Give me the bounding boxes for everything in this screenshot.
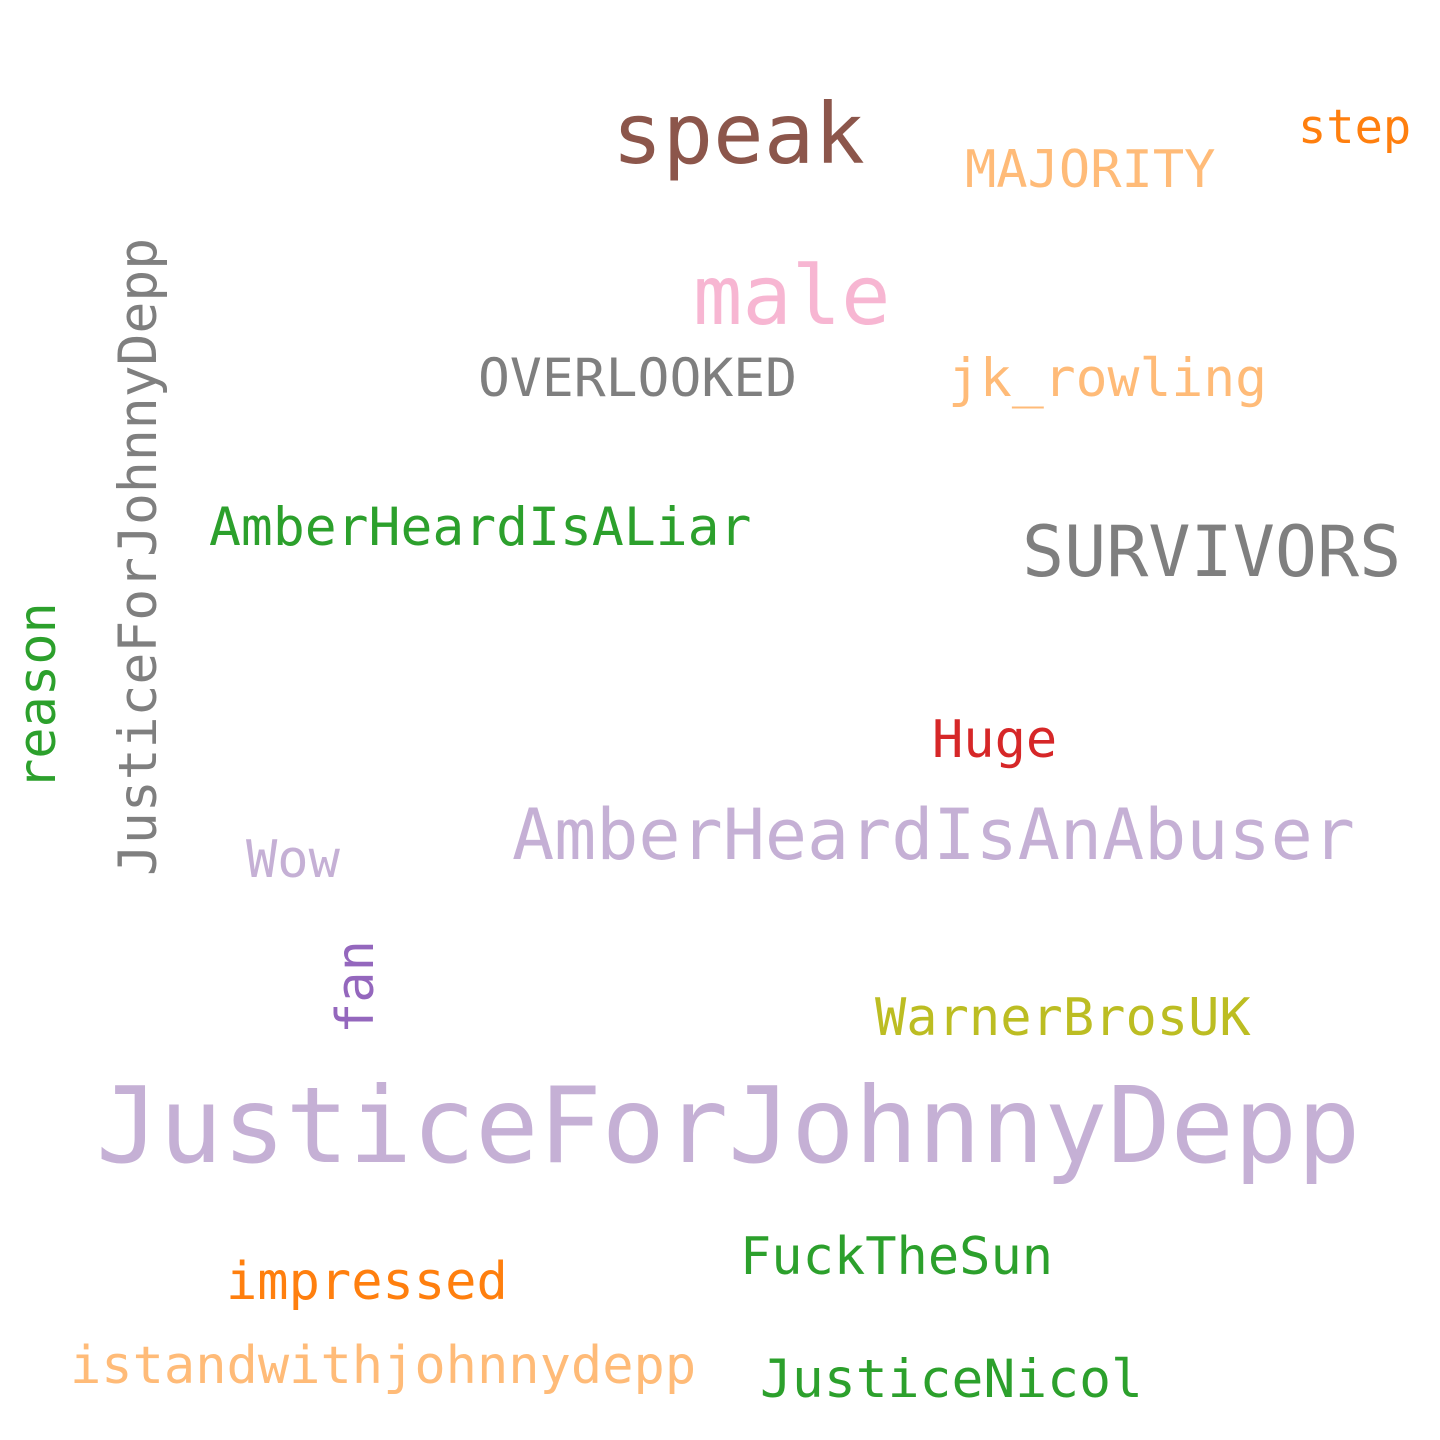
word-justicenicol: JusticeNicol	[760, 1349, 1143, 1410]
word-speak: speak	[612, 85, 865, 183]
word-amber-abuser: AmberHeardIsAnAbuser	[512, 794, 1355, 876]
word-fan: fan	[326, 940, 386, 1034]
word-amber-liar: AmberHeardIsALiar	[209, 497, 752, 558]
word-warnerbros: WarnerBrosUK	[875, 988, 1251, 1048]
word-huge: Huge	[932, 710, 1058, 770]
word-jk-rowling: jk_rowling	[948, 348, 1268, 409]
word-survivors: SURVIVORS	[1022, 511, 1402, 593]
word-fuckthesun: FuckTheSun	[740, 1227, 1054, 1287]
word-majority: MAJORITY	[965, 140, 1216, 200]
word-justice-vertical: JusticeForJohnnyDepp	[108, 237, 169, 876]
word-male: male	[693, 249, 891, 344]
word-justice-main: JusticeForJohnnyDepp	[96, 1065, 1361, 1187]
word-wow: Wow	[246, 830, 340, 890]
word-istandwithjohnnydepp: istandwithjohnnydepp	[70, 1336, 697, 1396]
word-step: step	[1298, 100, 1412, 155]
word-reason: reason	[8, 602, 68, 790]
word-impressed: impressed	[226, 1252, 508, 1312]
word-overlooked: OVERLOOKED	[478, 348, 798, 409]
